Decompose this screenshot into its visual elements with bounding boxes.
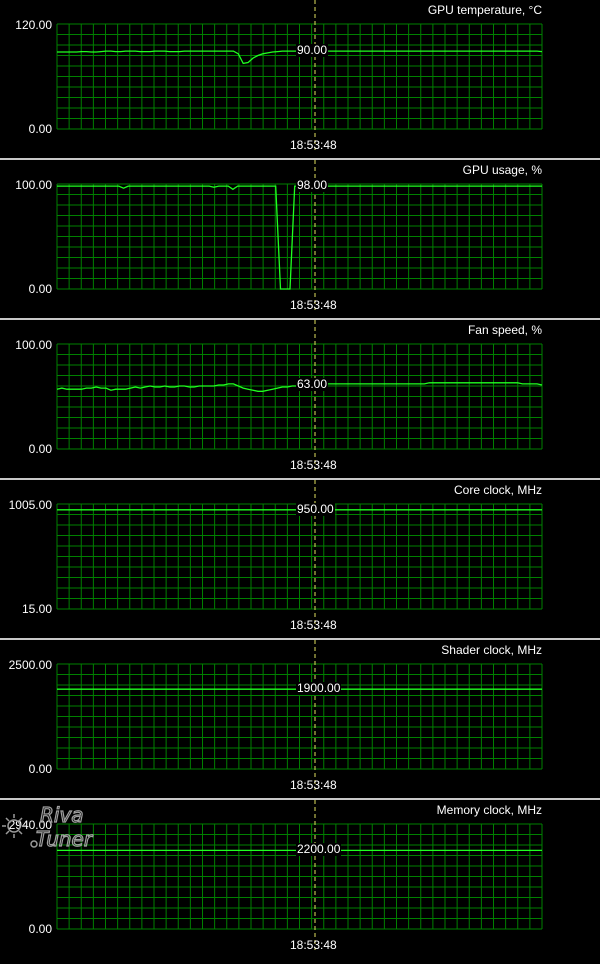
current-value-label: 98.00 <box>296 178 329 193</box>
graph-gpu-temperature <box>56 0 543 150</box>
cursor-time-label: 18:53:48 <box>290 618 337 632</box>
y-max-label: 120.00 <box>15 18 52 32</box>
graph-memory-clock <box>56 800 543 950</box>
y-max-label: 100.00 <box>15 338 52 352</box>
current-value-label: 90.00 <box>296 43 329 58</box>
cursor-time-label: 18:53:48 <box>290 938 337 952</box>
y-min-label: 0.00 <box>28 442 52 456</box>
y-max-label: 100.00 <box>15 178 52 192</box>
y-max-label: 2500.00 <box>8 658 52 672</box>
y-min-label: 0.00 <box>28 922 52 936</box>
svg-text:Tuner: Tuner <box>36 827 94 851</box>
y-max-label: 1005.00 <box>8 498 52 512</box>
logo-lettering: Riva <box>40 803 84 827</box>
rivatuner-logo: Riva Tuner <box>2 802 94 852</box>
graph-title: GPU usage, % <box>462 163 542 177</box>
graph-title: Shader clock, MHz <box>441 643 542 657</box>
current-value-label: 2200.00 <box>296 842 342 857</box>
panel-gpu-temperature: GPU temperature, °C 120.00 0.00 90.00 18… <box>0 0 600 158</box>
panel-core-clock: Core clock, MHz 1005.00 15.00 950.00 18:… <box>0 478 600 636</box>
graph-fan-speed <box>56 320 543 470</box>
graph-title: GPU temperature, °C <box>427 3 542 17</box>
graph-title: Core clock, MHz <box>453 483 542 497</box>
y-min-label: 0.00 <box>28 122 52 136</box>
current-value-label: 950.00 <box>296 501 335 516</box>
graph-title: Fan speed, % <box>467 323 542 337</box>
current-value-label: 1900.00 <box>296 681 342 696</box>
y-min-label: 0.00 <box>28 762 52 776</box>
cursor-time-label: 18:53:48 <box>290 298 337 312</box>
panel-shader-clock: Shader clock, MHz 2500.00 0.00 1900.00 1… <box>0 638 600 796</box>
cursor-time-label: 18:53:48 <box>290 138 337 152</box>
graph-title: Memory clock, MHz <box>436 803 542 817</box>
y-min-label: 0.00 <box>28 282 52 296</box>
panel-memory-clock: Memory clock, MHz 2940.00 0.00 2200.00 1… <box>0 798 600 962</box>
cursor-time-label: 18:53:48 <box>290 778 337 792</box>
panel-gpu-usage: GPU usage, % 100.00 0.00 98.00 18:53:48 <box>0 158 600 316</box>
graph-shader-clock <box>56 640 543 790</box>
y-min-label: 15.00 <box>21 602 52 616</box>
current-value-label: 63.00 <box>296 376 329 391</box>
panel-fan-speed: Fan speed, % 100.00 0.00 63.00 18:53:48 <box>0 318 600 476</box>
cursor-time-label: 18:53:48 <box>290 458 337 472</box>
